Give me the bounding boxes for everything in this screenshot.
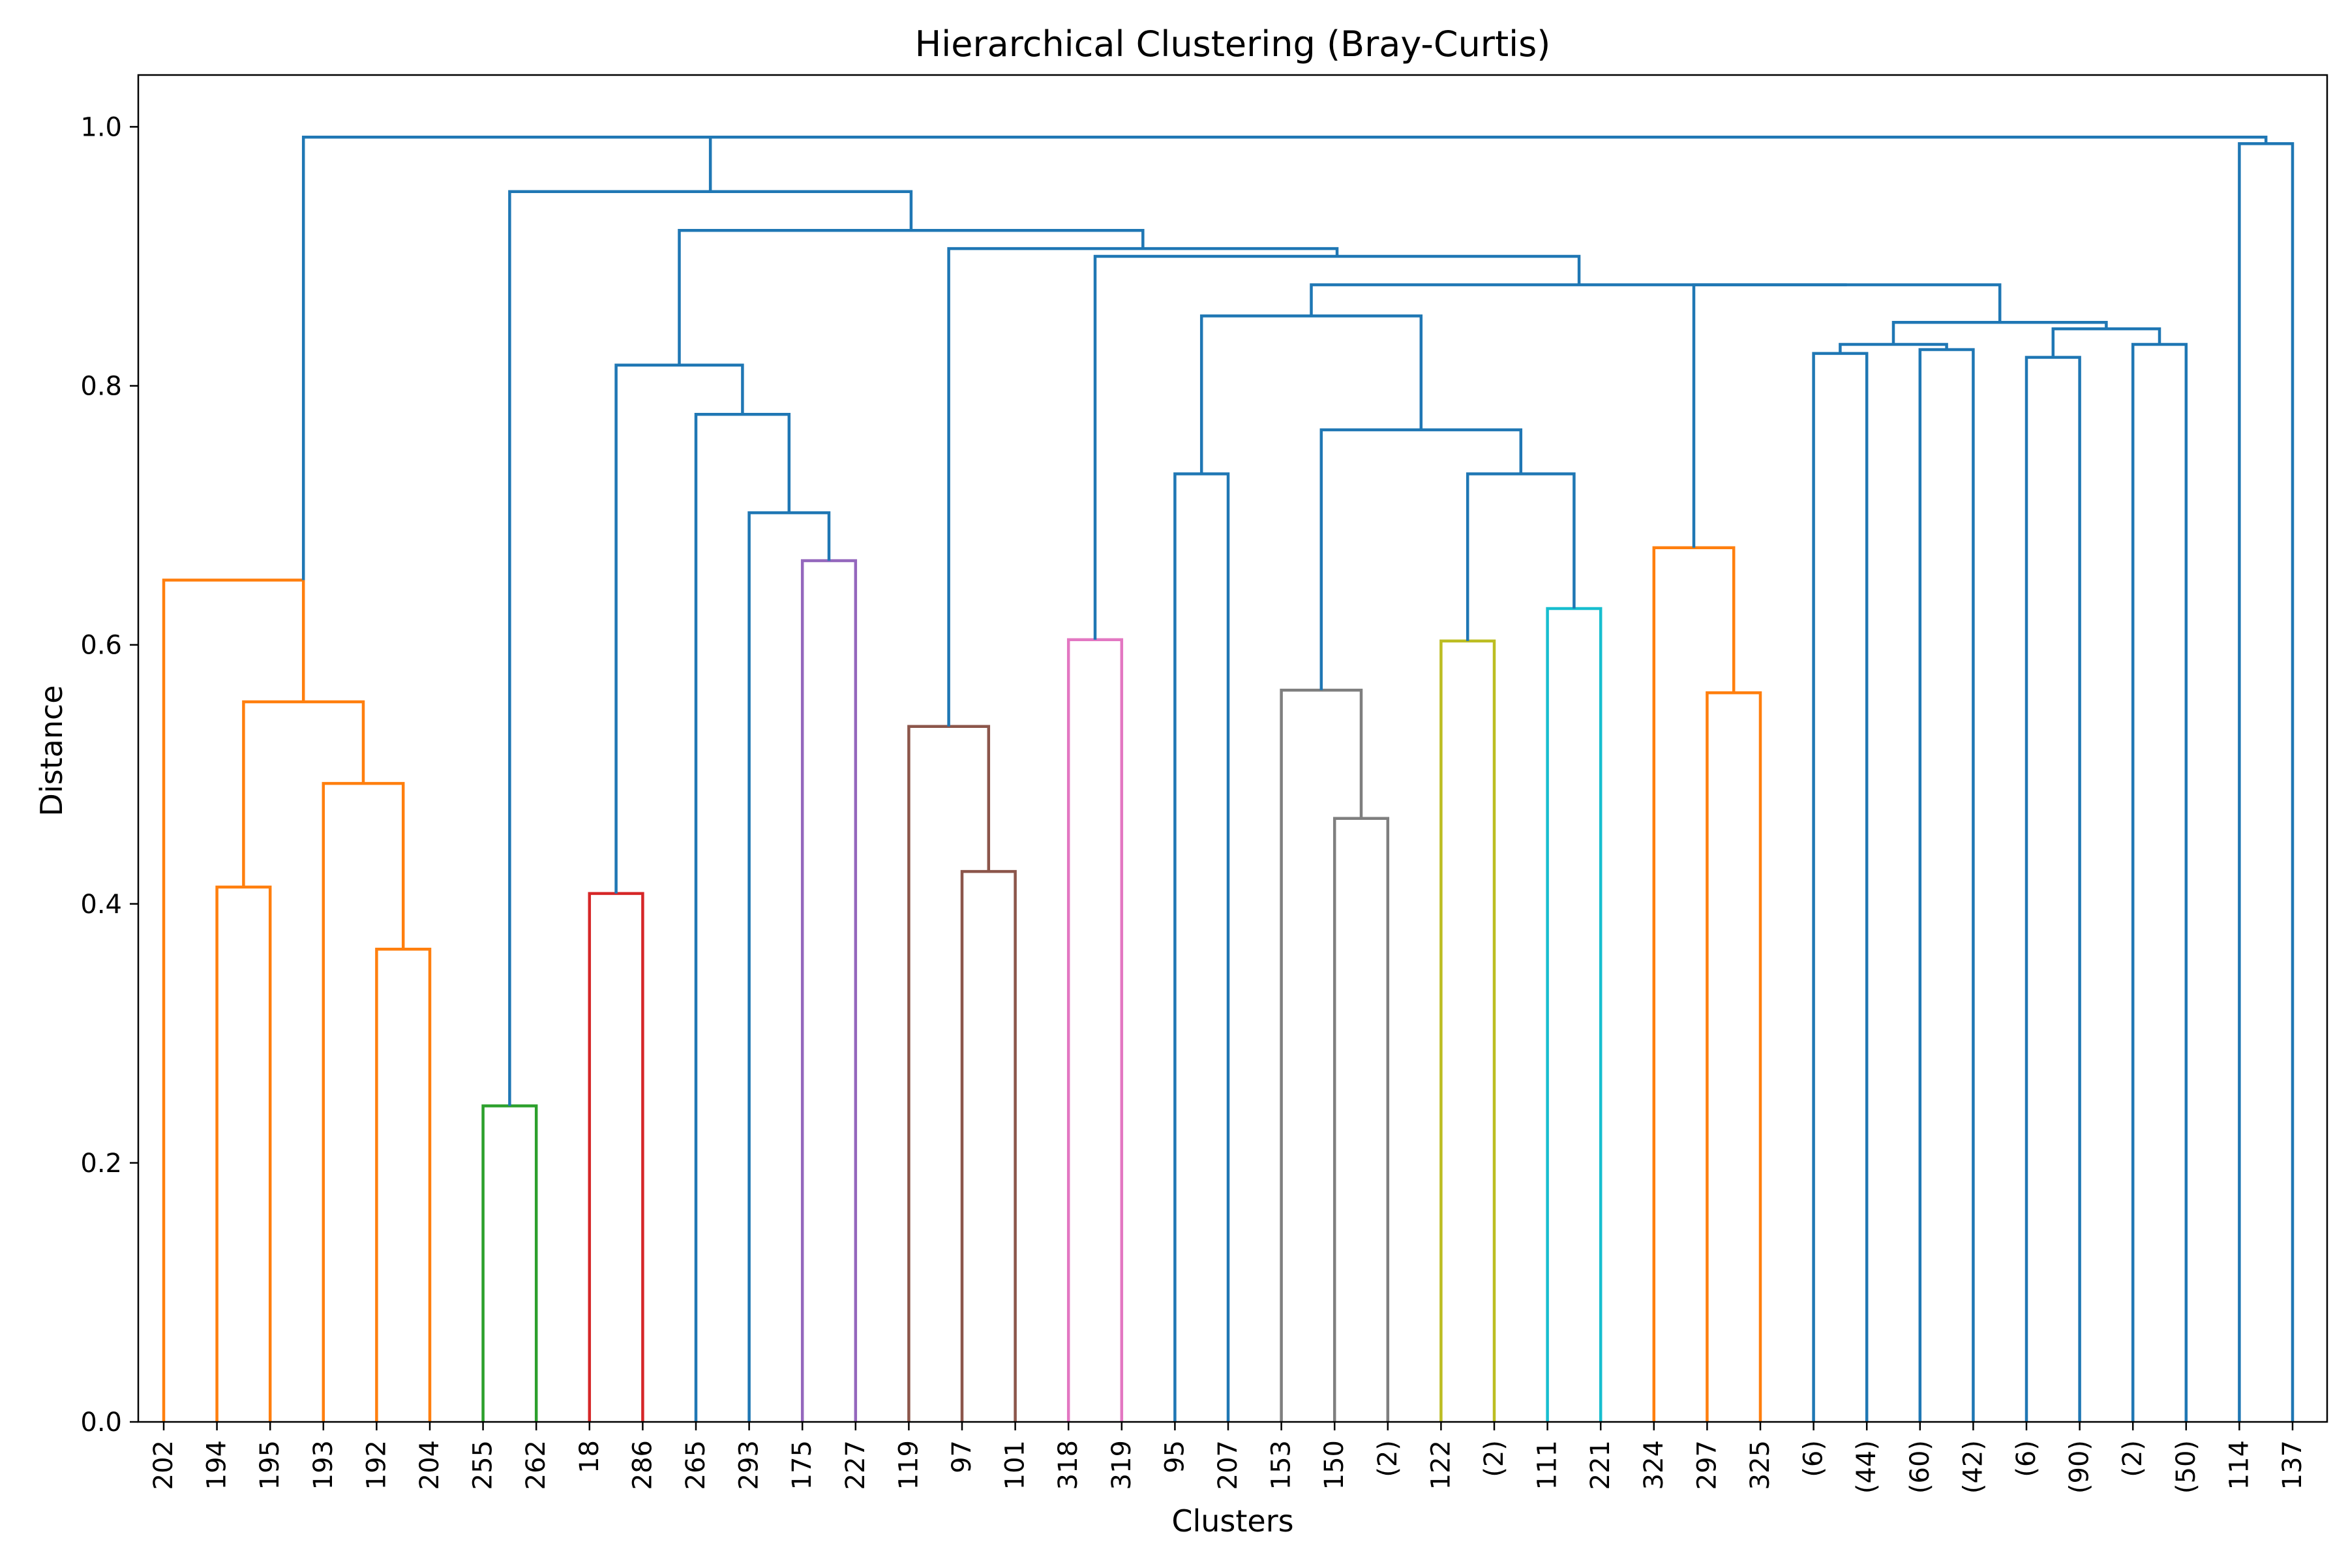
leaf-label: 293 bbox=[734, 1440, 764, 1490]
dendrogram-link bbox=[1280, 688, 1363, 1422]
leaf-label: 192 bbox=[361, 1440, 391, 1490]
leaf-label: 195 bbox=[255, 1440, 285, 1490]
dendrogram-link bbox=[2238, 142, 2295, 1422]
leaf-label: 319 bbox=[1107, 1440, 1137, 1490]
y-tick-label: 0.6 bbox=[80, 631, 122, 661]
y-tick-label: 0.2 bbox=[80, 1149, 122, 1179]
dendrogram-link bbox=[960, 869, 1017, 1422]
leaf-label: 101 bbox=[1001, 1440, 1031, 1490]
dendrogram-link bbox=[1546, 607, 1603, 1422]
x-axis-label: Clusters bbox=[1171, 1503, 1293, 1539]
dendrogram-link bbox=[800, 559, 858, 1422]
dendrogram-link bbox=[614, 363, 744, 894]
leaf-label: 202 bbox=[149, 1440, 179, 1490]
leaf-label: 207 bbox=[1213, 1440, 1243, 1490]
y-axis-label: Distance bbox=[34, 685, 69, 816]
chart-title: Hierarchical Clustering (Bray-Curtis) bbox=[915, 23, 1551, 65]
leaf-label: (6) bbox=[2011, 1440, 2041, 1477]
dendrogram-link bbox=[1093, 254, 1581, 640]
leaf-label: (50) bbox=[2171, 1440, 2201, 1494]
leaf-label: 286 bbox=[627, 1440, 657, 1490]
dendrogram-link bbox=[1692, 283, 2002, 548]
leaf-label: (2) bbox=[2118, 1440, 2148, 1477]
dendrogram-link bbox=[1466, 472, 1576, 641]
leaf-label: 111 bbox=[1533, 1440, 1563, 1490]
dendrogram-link bbox=[907, 725, 991, 1422]
leaf-label: 153 bbox=[1267, 1440, 1297, 1490]
dendrogram-link bbox=[2131, 342, 2188, 1422]
dendrogram-link bbox=[1812, 352, 1869, 1422]
leaf-label: 18 bbox=[575, 1440, 605, 1473]
leaf-label: 265 bbox=[681, 1440, 711, 1490]
leaf-label: (44) bbox=[1852, 1440, 1882, 1494]
dendrogram-link bbox=[678, 229, 1145, 365]
axis-ticks: 0.0 0.2 0.4 0.6 0.8 1.0 202 194 195 193 192 204 255 2… bbox=[80, 112, 2308, 1494]
leaf-label: 97 bbox=[947, 1440, 977, 1473]
leaf-label: 227 bbox=[841, 1440, 871, 1490]
dendrogram-links bbox=[162, 136, 2295, 1422]
dendrogram-link bbox=[747, 511, 831, 1422]
dendrogram-link bbox=[1652, 546, 1736, 1422]
dendrogram-link bbox=[588, 892, 644, 1422]
dendrogram-link bbox=[947, 247, 1339, 727]
dendrogram-link bbox=[694, 412, 791, 1422]
leaf-label: 194 bbox=[202, 1440, 232, 1490]
leaf-label: 193 bbox=[309, 1440, 339, 1490]
dendrogram-link bbox=[2024, 355, 2081, 1422]
leaf-label: (2) bbox=[1479, 1440, 1509, 1477]
leaf-label: (60) bbox=[1905, 1440, 1935, 1494]
leaf-label: 297 bbox=[1692, 1440, 1722, 1490]
dendrogram-link bbox=[1918, 348, 1975, 1422]
dendrogram-link bbox=[1066, 638, 1124, 1422]
leaf-label: 114 bbox=[2224, 1440, 2254, 1490]
dendrogram-link bbox=[1173, 472, 1230, 1422]
dendrogram-link bbox=[375, 948, 432, 1422]
leaf-label: (90) bbox=[2065, 1440, 2095, 1494]
leaf-label: 325 bbox=[1745, 1440, 1775, 1490]
dendrogram-link bbox=[1891, 320, 2108, 344]
leaf-label: 262 bbox=[521, 1440, 551, 1490]
dendrogram-link bbox=[1310, 283, 1847, 316]
dendrogram-link bbox=[162, 579, 305, 1422]
dendrogram-link bbox=[481, 1104, 538, 1422]
plot-frame bbox=[137, 74, 2328, 1423]
leaf-label: 122 bbox=[1426, 1440, 1456, 1490]
dendrogram-link bbox=[708, 136, 2268, 192]
dendrogram-link bbox=[242, 700, 365, 887]
leaf-label: 318 bbox=[1053, 1440, 1083, 1490]
y-tick-label: 0.0 bbox=[80, 1408, 122, 1438]
dendrogram-link bbox=[508, 190, 913, 1106]
leaf-label: 221 bbox=[1586, 1440, 1616, 1490]
leaf-label: 150 bbox=[1319, 1440, 1349, 1490]
dendrogram-link bbox=[301, 136, 1488, 580]
dendrogram-link bbox=[1332, 817, 1390, 1422]
leaf-label: 324 bbox=[1639, 1440, 1669, 1490]
leaf-label: 255 bbox=[468, 1440, 498, 1490]
y-tick-label: 0.4 bbox=[80, 890, 122, 920]
dendrogram-link bbox=[1199, 314, 1423, 474]
y-tick-label: 1.0 bbox=[80, 112, 122, 142]
leaf-label: (42) bbox=[1958, 1440, 1988, 1494]
leaf-label: (2) bbox=[1373, 1440, 1403, 1477]
dendrogram-link bbox=[215, 885, 272, 1422]
dendrogram-link bbox=[322, 781, 405, 1422]
y-tick-label: 0.8 bbox=[80, 372, 122, 402]
dendrogram-link bbox=[1439, 639, 1496, 1422]
dendrogram-link bbox=[1706, 691, 1762, 1422]
leaf-label: 95 bbox=[1160, 1440, 1190, 1473]
leaf-label: 137 bbox=[2278, 1440, 2308, 1490]
leaf-label: 175 bbox=[787, 1440, 817, 1490]
leaf-label: 204 bbox=[415, 1440, 445, 1490]
dendrogram-link bbox=[1319, 428, 1523, 691]
leaf-label: (6) bbox=[1799, 1440, 1829, 1477]
leaf-label: 119 bbox=[894, 1440, 924, 1490]
